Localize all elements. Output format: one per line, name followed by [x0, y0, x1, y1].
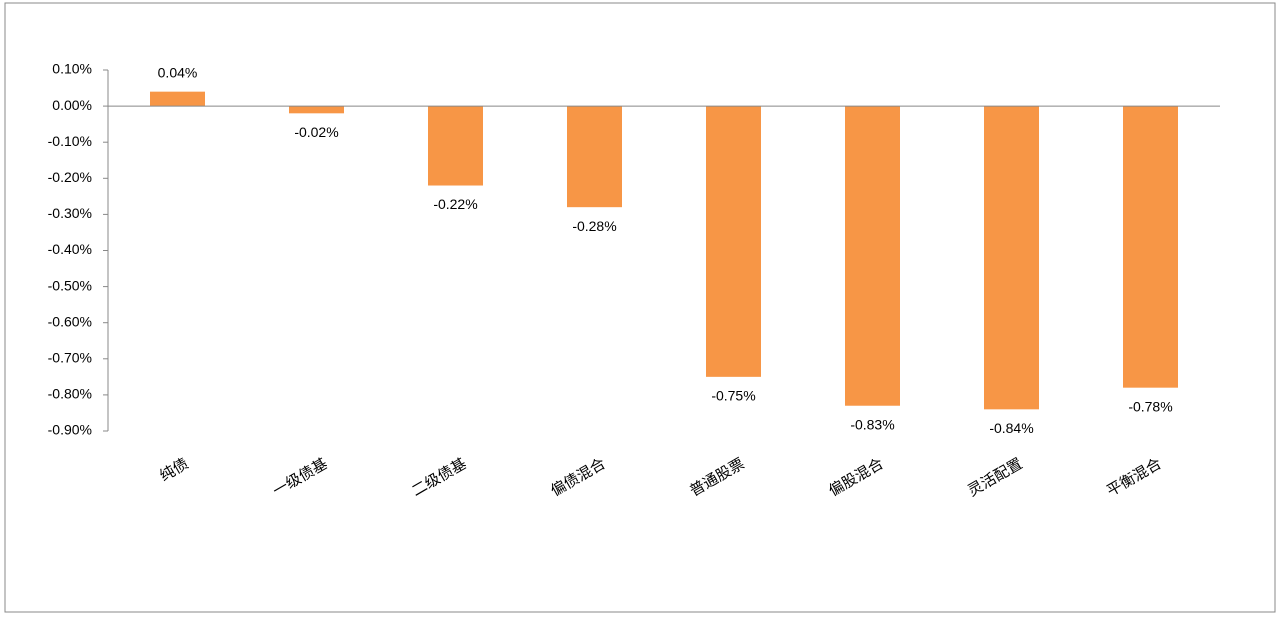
y-tick-label: -0.20% [48, 169, 92, 185]
value-label: -0.84% [989, 420, 1033, 436]
value-label: -0.22% [433, 196, 477, 212]
y-tick-label: 0.00% [52, 97, 92, 113]
y-tick-label: -0.30% [48, 205, 92, 221]
y-tick-label: -0.90% [48, 422, 92, 438]
y-tick-label: -0.70% [48, 350, 92, 366]
y-tick-label: -0.40% [48, 241, 92, 257]
bar [567, 106, 622, 208]
value-label: -0.02% [294, 124, 338, 140]
y-tick-label: 0.10% [52, 61, 92, 77]
chart-area [4, 2, 1276, 613]
bar [706, 106, 761, 377]
y-tick-label: -0.80% [48, 386, 92, 402]
bar [1123, 106, 1178, 388]
value-label: -0.78% [1128, 398, 1172, 414]
value-label: -0.75% [711, 388, 755, 404]
y-tick-label: -0.60% [48, 313, 92, 329]
y-tick-label: -0.10% [48, 133, 92, 149]
value-label: 0.04% [158, 64, 198, 80]
bar [289, 106, 344, 114]
y-tick-label: -0.50% [48, 277, 92, 293]
value-label: -0.28% [572, 218, 616, 234]
value-label: -0.83% [850, 416, 894, 432]
bar [984, 106, 1039, 410]
bar [845, 106, 900, 406]
bar [150, 91, 205, 107]
bar [428, 106, 483, 186]
